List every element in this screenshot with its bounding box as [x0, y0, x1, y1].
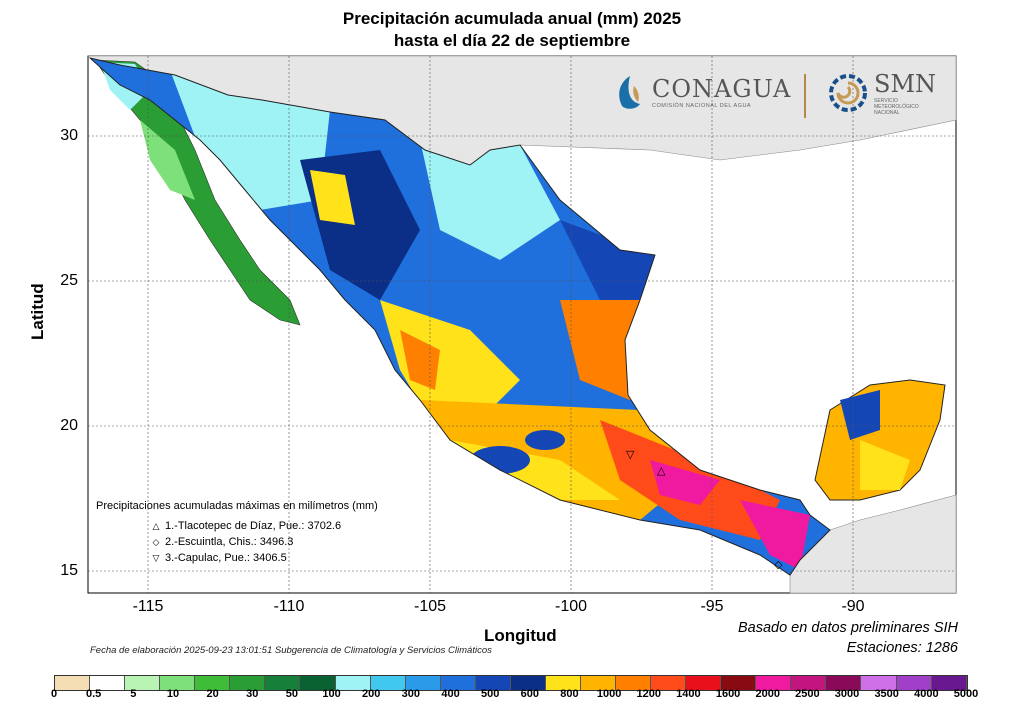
- colorbar-label: 10: [166, 688, 180, 700]
- marker-capulac: ▽: [626, 449, 635, 461]
- x-tick: -100: [554, 598, 588, 615]
- maxima-item: △ 1.-Tlacotepec de Díaz, Pue.: 3702.6: [151, 518, 378, 534]
- colorbar-label: 400: [441, 688, 460, 700]
- colorbar-swatch: [896, 676, 932, 690]
- colorbar-swatch: [125, 676, 161, 690]
- colorbar-label: 4000: [914, 688, 939, 700]
- smn-sub1: SERVICIO: [874, 98, 898, 104]
- conagua-emblem-icon: [619, 76, 640, 109]
- colorbar-label: 1400: [676, 688, 701, 700]
- marker-tlacotepec: △: [657, 465, 666, 477]
- y-tick: 20: [60, 417, 78, 434]
- maxima-item-text: 2.-Escuintla, Chis.: 3496.3: [165, 536, 294, 548]
- map-title-line1: Precipitación acumulada anual (mm) 2025: [342, 9, 682, 28]
- y-tick: 15: [60, 562, 78, 579]
- colorbar-label: 800: [560, 688, 579, 700]
- smn-name: SMN: [874, 70, 937, 98]
- mexico-outline: [89, 57, 831, 576]
- smn-sub2: METEOROLÓGICO: [874, 104, 919, 110]
- colorbar-swatch: [300, 676, 336, 690]
- credit-text: Fecha de elaboración 2025-09-23 13:01:51…: [90, 645, 492, 656]
- colorbar-swatch: [826, 676, 862, 690]
- colorbar-swatch: [510, 676, 546, 690]
- y-axis-label: Latitud: [28, 283, 47, 340]
- grid-lines: [88, 56, 956, 593]
- smn-logo: SMN SERVICIO METEOROLÓGICO NACIONAL: [826, 70, 936, 116]
- triangle-up-icon: △: [152, 521, 160, 531]
- colorbar-label: 20: [206, 688, 219, 700]
- marker-escuintla: ◇: [774, 559, 783, 571]
- maxima-header: Precipitaciones acumuladas máximas en mi…: [96, 500, 378, 512]
- colorbar-swatch: [475, 676, 511, 690]
- colorbar-swatch: [55, 676, 91, 690]
- colorbar-swatch: [545, 676, 581, 690]
- x-tick: -115: [132, 598, 164, 615]
- data-source-note: Basado en datos preliminares SIH: [737, 620, 958, 636]
- colorbar-swatch: [230, 676, 266, 690]
- yucatan-south-zone: [860, 440, 910, 490]
- triangle-down-icon: ▽: [152, 553, 160, 563]
- colorbar-label: 2000: [755, 688, 780, 700]
- colorbar-label: 500: [480, 688, 500, 700]
- colorbar-swatch: [791, 676, 827, 690]
- diamond-icon: ◇: [152, 537, 160, 547]
- colorbar-swatch: [405, 676, 441, 690]
- conagua-sub: COMISIÓN NACIONAL DEL AGUA: [652, 103, 752, 109]
- colorbar-swatch: [721, 676, 757, 690]
- colorbar-label: 1600: [715, 688, 741, 700]
- colorbar-label: 3500: [874, 688, 899, 700]
- colorbar-label: 50: [285, 688, 299, 700]
- colorbar-label: 2500: [795, 688, 820, 700]
- colorbar-swatch: [90, 676, 126, 690]
- colorbar-swatch: [616, 676, 652, 690]
- colorbar-swatch: [651, 676, 687, 690]
- colorbar-label: 100: [322, 688, 341, 700]
- colorbar-label: 300: [401, 688, 421, 700]
- logo-separator: [804, 74, 806, 118]
- x-tick: -110: [273, 598, 305, 615]
- x-tick: -95: [700, 598, 724, 615]
- colorbar-label: 200: [362, 688, 381, 700]
- y-tick: 25: [60, 272, 78, 289]
- colorbar-swatch: [370, 676, 406, 690]
- colorbar-label: 30: [246, 688, 259, 700]
- maxima-legend: Precipitaciones acumuladas máximas en mi…: [96, 500, 378, 566]
- colorbar-label: 1200: [636, 688, 662, 700]
- colorbar: [54, 675, 968, 691]
- colorbar-swatch: [195, 676, 231, 690]
- colorbar-label: 0.5: [85, 688, 102, 700]
- x-tick: -105: [413, 598, 447, 615]
- smn-emblem-icon: [829, 74, 867, 112]
- baja-central-zone: [140, 120, 195, 200]
- yucatan-north-zone: [840, 390, 880, 440]
- maxima-item-text: 1.-Tlacotepec de Díaz, Pue.: 3702.6: [165, 520, 342, 532]
- colorbar-label: 3000: [834, 688, 860, 700]
- colorbar-label: 1000: [596, 688, 622, 700]
- colorbar-label: 5000: [953, 688, 979, 700]
- colorbar-swatch: [440, 676, 476, 690]
- colorbar-label: 5: [130, 688, 137, 700]
- colorbar-swatch: [160, 676, 196, 690]
- y-tick: 30: [60, 127, 78, 144]
- x-tick: -90: [841, 598, 865, 615]
- colorbar-swatch: [265, 676, 301, 690]
- maxima-item-text: 3.-Capulac, Pue.: 3406.5: [165, 552, 287, 564]
- maxima-item: ◇ 2.-Escuintla, Chis.: 3496.3: [151, 534, 378, 550]
- colorbar-swatch: [756, 676, 792, 690]
- colorbar-label: 0: [50, 688, 58, 700]
- conagua-logo: CONAGUA COMISIÓN NACIONAL DEL AGUA: [612, 72, 791, 112]
- x-axis-label: Longitud: [484, 626, 557, 645]
- map-title-line2: hasta el día 22 de septiembre: [393, 31, 631, 50]
- colorbar-swatch: [931, 676, 967, 690]
- colorbar-swatch: [861, 676, 897, 690]
- colorbar-swatch: [580, 676, 616, 690]
- colorbar-label: 600: [520, 688, 539, 700]
- colorbar-swatch: [686, 676, 722, 690]
- station-count: Estaciones: 1286: [846, 640, 958, 656]
- colorbar-swatch: [335, 676, 371, 690]
- maxima-item: ▽ 3.-Capulac, Pue.: 3406.5: [151, 550, 378, 566]
- conagua-name: CONAGUA: [652, 75, 792, 103]
- smn-sub3: NACIONAL: [874, 110, 900, 116]
